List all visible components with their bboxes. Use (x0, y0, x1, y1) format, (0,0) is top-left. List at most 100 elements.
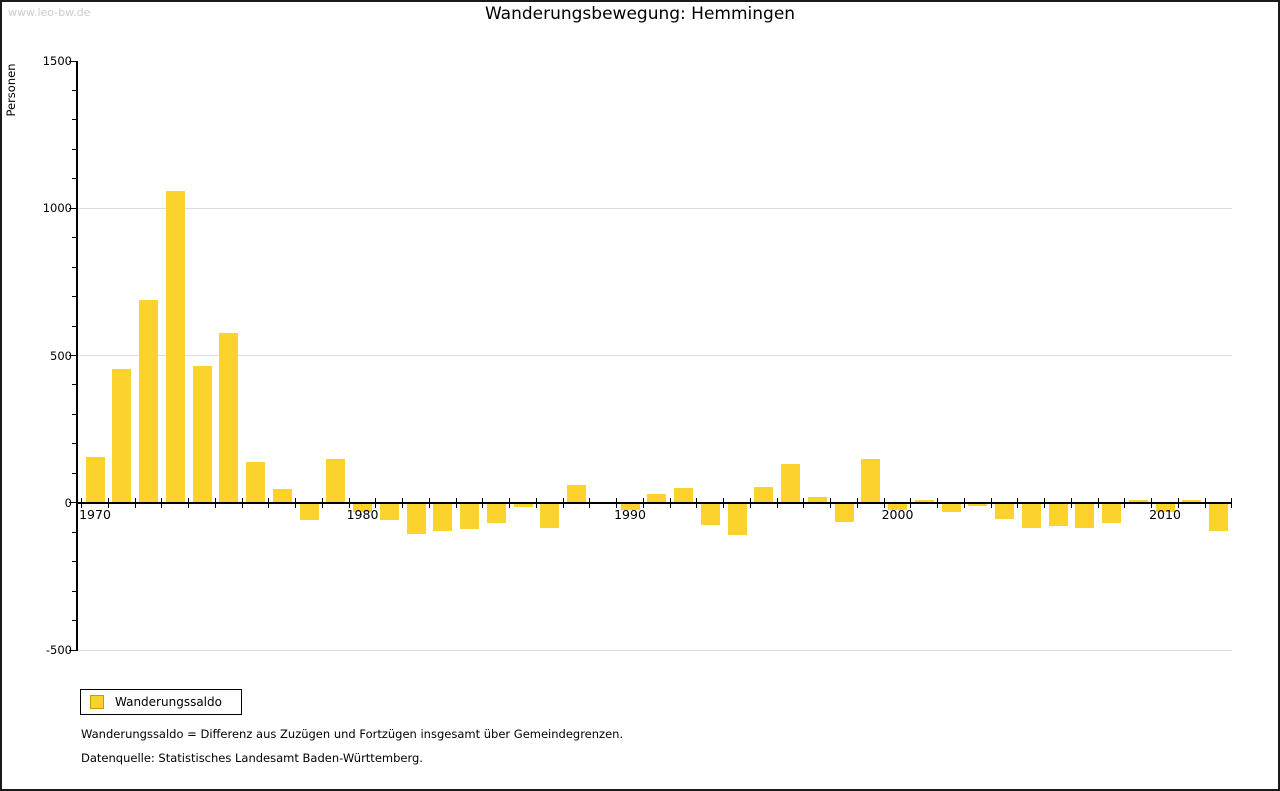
y-tick-minor (72, 89, 76, 91)
bar-1986 (513, 502, 533, 508)
y-tick-major (69, 649, 76, 651)
x-tick (1151, 497, 1153, 508)
x-axis (76, 501, 1232, 504)
y-tick-minor (72, 296, 76, 298)
y-tick-minor (72, 561, 76, 563)
bar-1974 (192, 365, 212, 503)
x-tick (1070, 497, 1072, 508)
legend: Wanderungssaldo (80, 689, 242, 715)
x-tick (535, 497, 537, 508)
footnote-definition: Wanderungssaldo = Differenz aus Zuzügen … (81, 727, 624, 741)
x-tick (1231, 497, 1233, 508)
x-tick-label: 1980 (346, 506, 379, 522)
bar-1995 (754, 486, 774, 503)
bar-1985 (486, 502, 506, 524)
y-tick-minor (72, 531, 76, 533)
y-tick-major (69, 502, 76, 504)
bar-1998 (834, 502, 854, 522)
bar-1990 (620, 502, 640, 511)
bar-1970 (85, 457, 105, 503)
x-tick (455, 497, 457, 508)
x-tick (1204, 497, 1206, 508)
x-tick (1017, 497, 1019, 508)
bar-1994 (727, 502, 747, 536)
x-tick (188, 497, 190, 508)
watermark: www.leo-bw.de (8, 6, 91, 19)
x-tick (1124, 497, 1126, 508)
x-tick (402, 497, 404, 508)
x-tick (776, 497, 778, 508)
x-tick (990, 497, 992, 508)
bar-1992 (674, 488, 693, 503)
x-tick (723, 497, 725, 508)
x-tick-label: 2010 (1149, 506, 1181, 522)
x-tick (348, 497, 350, 508)
y-tick-minor (72, 178, 76, 180)
x-tick (1097, 497, 1099, 508)
y-tick-minor (72, 443, 76, 445)
y-tick-minor (72, 325, 76, 327)
y-tick-label: 500 (50, 348, 72, 363)
x-tick (856, 497, 858, 508)
x-tick (616, 497, 618, 508)
bar-1983 (433, 502, 453, 531)
x-tick (803, 497, 805, 508)
bar-1980 (353, 502, 372, 512)
bar-1978 (299, 502, 319, 521)
bar-1972 (139, 299, 158, 503)
bar-2006 (1048, 502, 1068, 527)
x-tick (696, 497, 698, 508)
x-tick (910, 497, 912, 508)
gridline (78, 649, 1232, 651)
bar-1982 (406, 502, 426, 534)
y-tick-major (69, 60, 76, 62)
x-tick (509, 497, 511, 508)
x-tick (562, 497, 564, 508)
x-tick (81, 497, 83, 508)
bar-2007 (1075, 502, 1095, 528)
bar-1997 (807, 496, 827, 503)
bar-1991 (647, 493, 667, 503)
bar-2012 (1209, 502, 1228, 531)
bar-2003 (968, 502, 988, 506)
y-tick-label: 1000 (42, 201, 72, 216)
gridline (78, 207, 1232, 209)
bar-1996 (781, 464, 800, 503)
y-tick-label: 1500 (42, 54, 72, 68)
x-tick (1177, 497, 1179, 508)
x-tick (107, 497, 109, 508)
x-tick (937, 497, 939, 508)
x-tick (883, 497, 885, 508)
x-tick-label: 2000 (881, 506, 914, 522)
y-tick-major (69, 355, 76, 356)
x-tick-label: 1970 (79, 506, 111, 522)
y-tick-label: -500 (45, 643, 72, 657)
bar-2010 (1155, 502, 1175, 512)
y-tick-minor (72, 620, 76, 622)
x-tick (482, 497, 484, 508)
bar-1975 (219, 333, 239, 503)
bar-2000 (888, 502, 907, 511)
x-tick (1044, 497, 1046, 508)
y-tick-minor (72, 266, 76, 268)
bar-1979 (326, 458, 346, 503)
bar-2001 (914, 499, 934, 503)
x-tick (428, 497, 430, 508)
y-tick-minor (72, 119, 76, 121)
bar-1977 (272, 489, 292, 503)
x-tick (268, 497, 270, 508)
bar-2004 (995, 502, 1014, 519)
y-tick-minor (72, 472, 76, 474)
x-tick (669, 497, 671, 508)
x-tick (642, 497, 644, 508)
bar-1987 (540, 502, 560, 528)
bar-2011 (1182, 499, 1202, 503)
x-tick (241, 497, 243, 508)
y-tick-minor (72, 148, 76, 150)
legend-swatch-icon (90, 695, 104, 709)
y-tick-label: 0 (64, 495, 72, 510)
bar-1999 (861, 458, 881, 503)
y-tick-minor (72, 590, 76, 592)
bar-1981 (379, 502, 399, 521)
